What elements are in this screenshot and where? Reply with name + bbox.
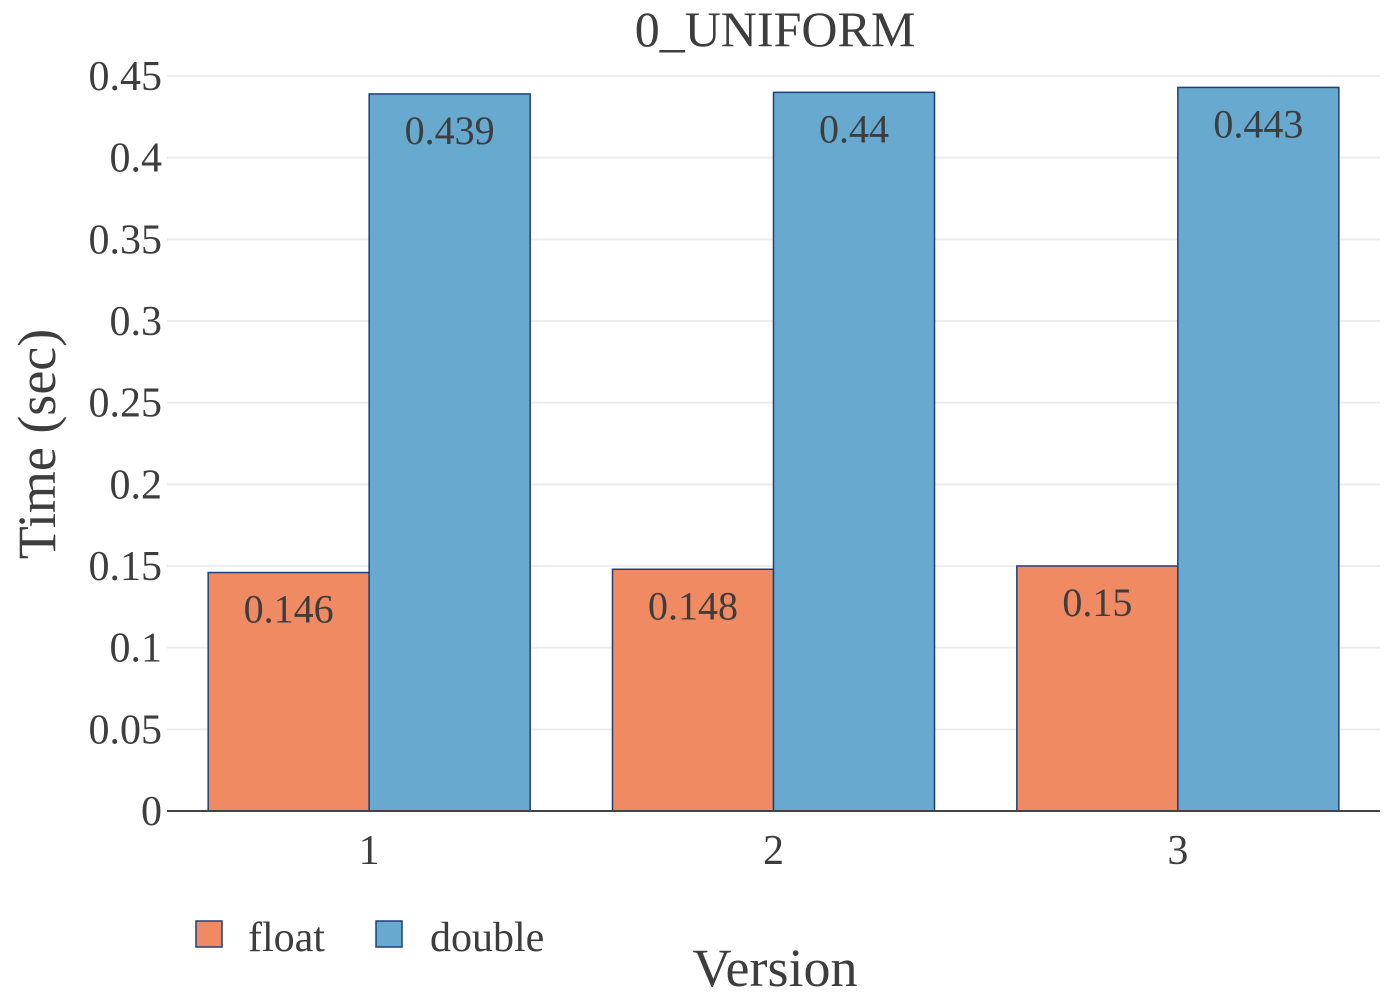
bar-double-2[interactable] — [772, 91, 936, 812]
axes: 0 0.05 0.1 0.15 0.2 0.25 0.3 0.35 0.4 0.45 1 2 3 — [89, 54, 1380, 874]
legend-item-double[interactable]: double — [375, 915, 544, 961]
x-tick-label: 2 — [763, 828, 784, 874]
data-labels: 0.146 0.439 0.148 0.44 0.15 0.443 — [244, 101, 1304, 631]
bar-double-1[interactable] — [368, 93, 531, 812]
y-axis-title: Time (sec) — [7, 329, 67, 559]
x-tick-label: 1 — [359, 828, 380, 874]
bars — [207, 86, 1340, 812]
y-tick-label: 0.25 — [89, 381, 163, 427]
legend-label-float: float — [248, 915, 325, 961]
data-label-double-2: 0.44 — [819, 106, 889, 151]
y-tick-label: 0.3 — [110, 299, 163, 345]
legend-swatch-double — [375, 920, 403, 948]
bar-double-3[interactable] — [1177, 86, 1340, 812]
data-label-double-1: 0.439 — [405, 108, 495, 153]
x-axis-title: Version — [693, 938, 858, 998]
y-tick-label: 0.2 — [110, 462, 163, 508]
y-tick-label: 0.1 — [110, 626, 163, 672]
data-label-double-3: 0.443 — [1213, 101, 1303, 146]
legend: float double — [195, 915, 544, 961]
x-tick-label: 3 — [1167, 828, 1188, 874]
y-tick-label: 0.05 — [89, 707, 163, 753]
y-tick-label: 0.45 — [89, 54, 163, 100]
y-tick-label: 0.4 — [110, 136, 163, 182]
data-label-float-2: 0.148 — [648, 583, 738, 628]
y-tick-label: 0.35 — [89, 217, 163, 263]
y-tick-label: 0 — [141, 789, 162, 835]
legend-label-double: double — [430, 915, 544, 961]
data-label-float-1: 0.146 — [244, 587, 334, 632]
legend-item-float[interactable]: float — [195, 915, 325, 961]
y-tick-label: 0.15 — [89, 544, 163, 590]
data-label-float-3: 0.15 — [1062, 580, 1132, 625]
chart-title: 0_UNIFORM — [635, 1, 916, 57]
legend-swatch-float — [195, 920, 223, 948]
